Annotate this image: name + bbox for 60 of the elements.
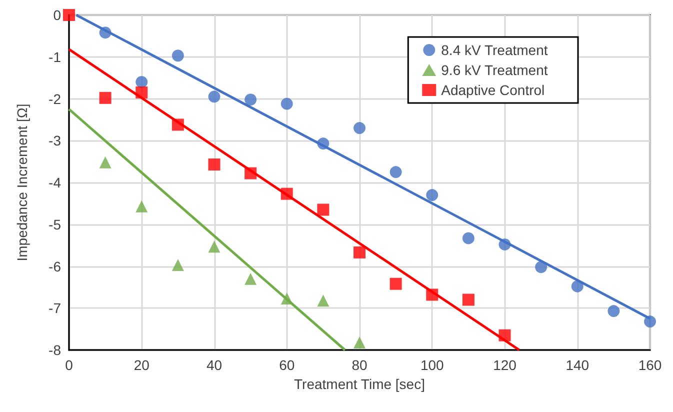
point — [172, 118, 184, 131]
point — [244, 94, 257, 106]
x-tick-label: 60 — [279, 357, 295, 373]
y-tick-label: -3 — [48, 132, 62, 149]
y-tick-label: -8 — [48, 342, 62, 358]
x-tick-label: 0 — [65, 357, 74, 373]
point — [172, 50, 184, 62]
point — [317, 204, 330, 216]
point — [280, 98, 293, 110]
legend-label: 8.4 kV Treatment — [441, 42, 548, 58]
point — [390, 278, 402, 290]
x-tick-label: 120 — [493, 357, 517, 373]
legend-label: 9.6 kV Treatment — [441, 62, 548, 78]
x-tick-label: 100 — [420, 357, 444, 373]
x-axis-title: Treatment Time [sec] — [294, 376, 425, 392]
point — [208, 158, 220, 170]
point — [99, 26, 112, 39]
point — [172, 258, 184, 271]
point — [136, 76, 148, 88]
point — [354, 336, 366, 348]
x-tick-label: 80 — [352, 357, 368, 373]
y-tick-label: -2 — [48, 90, 62, 107]
point — [136, 200, 148, 212]
point — [208, 90, 220, 103]
point — [462, 294, 474, 306]
point — [354, 122, 366, 134]
x-tick-label: 20 — [134, 357, 150, 373]
point — [280, 188, 293, 200]
point — [317, 294, 330, 307]
point — [535, 261, 548, 274]
y-tick-label: -4 — [48, 174, 62, 190]
point — [571, 280, 584, 292]
point — [354, 246, 366, 258]
point — [317, 138, 330, 150]
y-tick-label: -7 — [48, 300, 62, 316]
y-tick-label: 0 — [53, 7, 62, 23]
point — [644, 316, 656, 328]
point — [390, 166, 402, 178]
x-tick-label: 40 — [206, 357, 222, 373]
point — [426, 189, 438, 202]
point — [462, 232, 474, 244]
point — [208, 240, 220, 253]
point — [136, 86, 148, 98]
point — [498, 238, 511, 250]
x-tick-label: 140 — [566, 357, 590, 373]
point — [99, 156, 112, 168]
y-tick-label: -6 — [48, 258, 62, 274]
y-tick-label: -5 — [48, 216, 62, 232]
point — [426, 288, 438, 301]
y-axis-title: Impedance Increment [Ω] — [14, 104, 30, 262]
point — [99, 92, 112, 104]
x-tick-label: 160 — [638, 357, 662, 373]
y-tick-label: -1 — [48, 48, 62, 65]
point — [63, 9, 75, 21]
point — [498, 329, 511, 342]
legend-label: Adaptive Control — [441, 82, 545, 98]
point — [244, 167, 257, 180]
point — [244, 272, 257, 285]
point — [280, 292, 293, 304]
point — [608, 305, 620, 318]
